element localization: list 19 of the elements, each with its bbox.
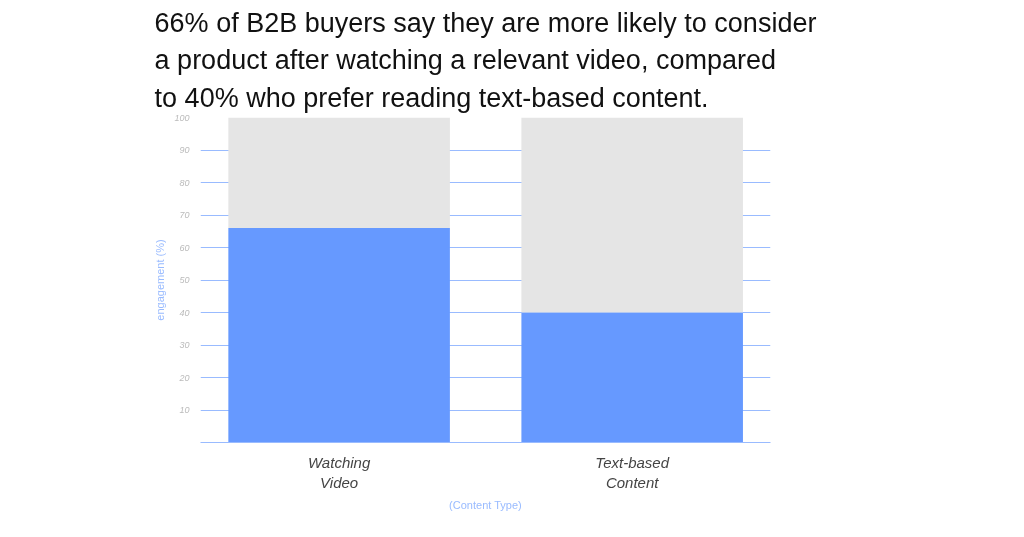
y-tick-label: 60	[179, 242, 190, 253]
y-tick-label: 50	[179, 275, 190, 285]
y-tick-label: 30	[179, 340, 190, 350]
bar	[521, 117, 743, 313]
y-tick-label: 80	[179, 177, 190, 188]
bar	[521, 312, 743, 443]
y-tick-label: 20	[178, 372, 190, 383]
x-axis-title: (Content Type)	[449, 498, 522, 511]
y-tick-label: 10	[179, 405, 190, 415]
y-tick-label: 70	[179, 210, 190, 220]
x-tick-label: Watching Video	[307, 453, 371, 491]
x-tick-label: Text-based Content	[595, 453, 670, 491]
y-tick-label: 90	[179, 145, 190, 155]
chart-title: 66% of B2B buyers say they are more likely to consider a product after watching a relevant video, compared to 40% who prefer reading text-based content.	[154, 7, 817, 113]
bar	[228, 117, 450, 228]
y-tick-label: 100	[174, 112, 190, 123]
bar	[228, 228, 450, 443]
y-axis-title: engagement (%)	[154, 239, 167, 321]
y-tick-label: 40	[179, 307, 190, 318]
